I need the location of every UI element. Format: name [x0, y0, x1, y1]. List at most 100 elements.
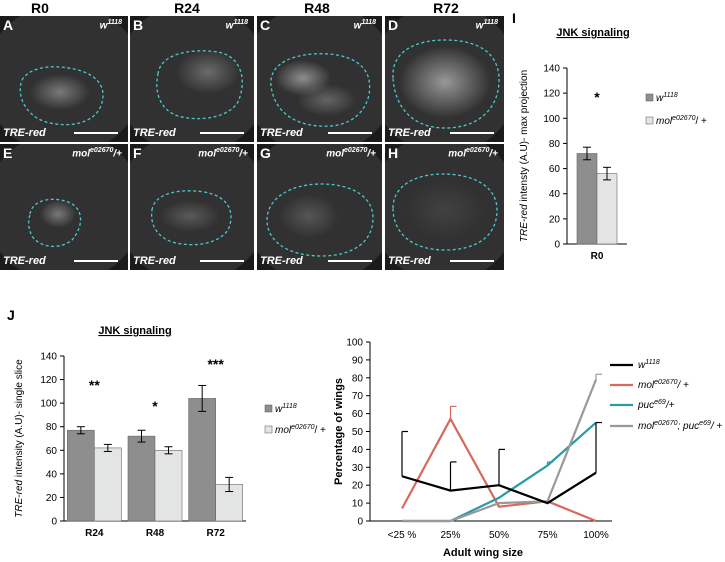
legend-entry: mole02670/ +	[638, 379, 689, 391]
y-tick-label: 10	[352, 499, 364, 510]
y-tick-label: 120	[40, 375, 57, 386]
y-tick-label: 120	[543, 89, 560, 100]
scale-bar	[74, 260, 118, 262]
y-tick-label: 140	[543, 64, 560, 75]
chart-title: JNK signaling	[556, 27, 629, 39]
panel-letter-j: J	[7, 307, 15, 323]
chart-title: JNK signaling	[98, 325, 171, 337]
scale-bar	[200, 260, 244, 262]
x-tick-label: 50%	[489, 530, 509, 541]
signal-glow	[160, 200, 220, 232]
panel-letter: D	[388, 17, 399, 33]
legend-entry-control: w1118	[656, 92, 678, 104]
reporter-label: TRE-red	[3, 127, 46, 139]
y-axis-label: TRE-red intensty (A.U)- max projection	[519, 70, 530, 242]
genotype-label: w1118	[353, 19, 376, 32]
x-tick-label: R0	[591, 251, 604, 262]
bar	[127, 435, 156, 522]
legend-entry-mol: mole02670/ +	[656, 115, 707, 127]
legend-entry-mol: mole02670/ +	[275, 424, 326, 436]
reporter-label: TRE-red	[133, 255, 176, 267]
signal-glow	[30, 74, 90, 110]
reporter-label: TRE-red	[260, 127, 303, 139]
x-tick-label: R48	[146, 528, 165, 539]
genotype-label: mole02670/+	[448, 147, 498, 160]
bar	[67, 429, 95, 522]
scale-bar	[450, 260, 494, 262]
bar	[154, 449, 183, 522]
chart-i: I JNK signaling 0 20 40 60 80 100 120 140 TRE-red …	[512, 10, 707, 262]
y-tick-label: 0	[554, 240, 560, 251]
tissue-image	[130, 16, 254, 142]
column-title-r48: R48	[304, 0, 330, 16]
x-tick-label: 75%	[537, 530, 557, 541]
y-tick-label: 80	[549, 139, 561, 150]
y-tick-label: 20	[46, 493, 58, 504]
legend-entry-control: w1118	[275, 403, 297, 415]
legend-swatch	[645, 116, 654, 125]
genotype-label: mole02670/+	[72, 147, 122, 160]
column-title-r72: R72	[433, 0, 459, 16]
reporter-label: TRE-red	[388, 127, 431, 139]
tissue-image	[0, 16, 128, 142]
signal-glow	[40, 200, 76, 228]
y-tick-label: 20	[549, 214, 561, 225]
panel-letter: F	[133, 145, 142, 161]
x-tick-label: R24	[85, 528, 104, 539]
x-tick-label: <25 %	[388, 530, 417, 541]
genotype-label: w1118	[475, 19, 498, 32]
tissue-image	[0, 144, 128, 270]
y-tick-label: 140	[40, 352, 57, 363]
tissue-image	[130, 144, 254, 270]
y-tick-label: 60	[46, 446, 58, 457]
scale-bar	[450, 132, 494, 134]
panel-letter: A	[3, 17, 14, 33]
panel-letter: H	[388, 145, 399, 161]
significance-annotation: ***	[207, 356, 224, 372]
y-tick-label: 100	[40, 399, 57, 410]
y-axis-label: Percentage of wings	[333, 378, 345, 485]
legend-swatch	[264, 404, 273, 413]
y-tick-label: 100	[346, 338, 363, 349]
x-tick-label: 25%	[440, 530, 460, 541]
bar	[576, 153, 598, 245]
disc-outline	[270, 53, 371, 127]
significance-annotation: *	[594, 89, 600, 105]
y-tick-label: 80	[46, 422, 58, 433]
legend-entry: mole02670; puce69/ +	[638, 420, 722, 432]
reporter-label: TRE-red	[133, 127, 176, 139]
bar	[94, 447, 122, 522]
reporter-label: TRE-red	[388, 255, 431, 267]
series-line	[401, 471, 597, 505]
y-tick-label: 60	[352, 409, 364, 420]
y-axis-label: TRE-red intensity (A.U)- single slice	[14, 359, 25, 518]
y-tick-label: 60	[549, 164, 561, 175]
significance-annotation: *	[152, 398, 158, 414]
y-tick-label: 80	[352, 373, 364, 384]
panel-letter: C	[260, 17, 271, 33]
y-tick-label: 0	[51, 517, 57, 528]
genotype-label: w1118	[99, 19, 122, 32]
scale-bar	[328, 260, 372, 262]
signal-glow	[399, 46, 491, 118]
disc-outline	[392, 39, 500, 129]
panel-letter: B	[133, 17, 144, 33]
y-tick-label: 0	[357, 517, 363, 528]
y-tick-label: 100	[543, 114, 560, 125]
chart-j: J JNK signaling 0 20 40 60 80 100 120 140 TRE-red …	[7, 307, 326, 539]
x-tick-label: 100%	[583, 530, 609, 541]
disc-outline	[28, 198, 82, 247]
y-tick-label: 70	[352, 391, 364, 402]
legend-swatch	[645, 93, 654, 102]
y-tick-label: 30	[352, 463, 364, 474]
y-tick-label: 90	[352, 355, 364, 366]
signal-glow	[279, 194, 339, 238]
y-tick-label: 40	[352, 445, 364, 456]
